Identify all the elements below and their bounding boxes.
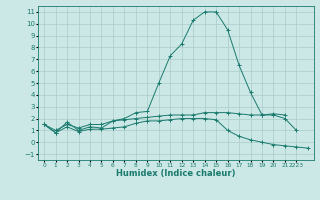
X-axis label: Humidex (Indice chaleur): Humidex (Indice chaleur) [116, 169, 236, 178]
